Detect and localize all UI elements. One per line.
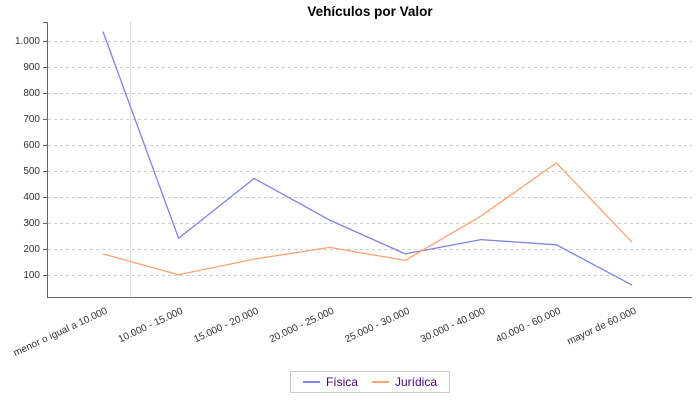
x-category-label: 25.000 - 30.000 [343, 306, 412, 346]
axis-lines [47, 22, 692, 298]
y-tick-label: 600 [23, 140, 40, 151]
legend-line-swatch [371, 381, 389, 383]
y-tick-label: 400 [23, 192, 40, 203]
x-category-label: menor o igual a 10.000 [12, 306, 110, 359]
y-tick-label: 800 [23, 88, 40, 99]
x-category-label: 10.000 - 15.000 [117, 306, 186, 346]
y-tick-label: 900 [23, 62, 40, 73]
legend: Física Jurídica [289, 371, 451, 393]
legend-line-swatch [302, 381, 320, 383]
x-category-label: 20.000 - 25.000 [268, 306, 337, 346]
x-category-label: 30.000 - 40.000 [419, 306, 488, 346]
legend-label: Jurídica [394, 375, 438, 389]
chart-title: Vehículos por Valor [307, 4, 433, 19]
legend-entry-fisica: Física [302, 375, 358, 389]
y-tick-label: 500 [23, 166, 40, 177]
y-tick-label: 200 [23, 244, 40, 255]
y-tick-label: 1.000 [15, 36, 40, 47]
series-line-fisica [102, 31, 633, 286]
x-category-label: 40.000 - 60.000 [495, 306, 564, 346]
x-category-label: 15.000 - 20.000 [192, 306, 261, 346]
x-category-label: mayor de 60.000 [566, 306, 639, 348]
legend-entry-juridica: Jurídica [371, 375, 438, 389]
y-tick-label: 300 [23, 218, 40, 229]
legend-label: Física [325, 375, 358, 389]
series-line-juridica [102, 162, 633, 276]
y-tick-label: 100 [23, 270, 40, 281]
y-tick-label: 700 [23, 114, 40, 125]
